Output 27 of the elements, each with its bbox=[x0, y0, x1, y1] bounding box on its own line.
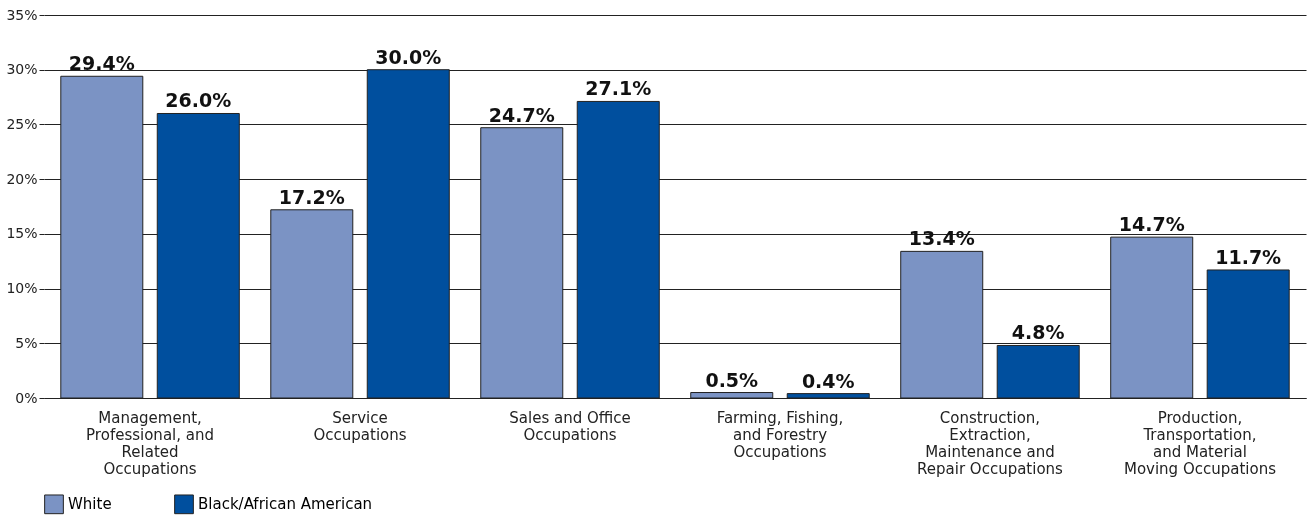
y-tick-label: 35% bbox=[6, 6, 38, 23]
legend-label: White bbox=[68, 495, 112, 514]
x-tick-label: Sales and Office Occupations bbox=[509, 408, 631, 444]
data-label: 0.4% bbox=[801, 369, 855, 392]
data-label: 17.2% bbox=[278, 185, 345, 208]
y-tick-label: 30% bbox=[6, 61, 38, 78]
y-tick-label: 0% bbox=[15, 389, 38, 406]
data-label: 29.4% bbox=[68, 52, 135, 75]
data-label: 30.0% bbox=[375, 45, 442, 68]
data-label: 11.7% bbox=[1215, 245, 1282, 268]
y-tick-label: 5% bbox=[15, 334, 38, 351]
legend-label: Black/African American bbox=[198, 495, 373, 514]
data-label: 27.1% bbox=[585, 77, 652, 100]
x-tick-label: Construction, Extraction, Maintenance and Repair Occupations bbox=[917, 408, 1064, 478]
y-tick-label: 20% bbox=[6, 170, 38, 187]
data-label: 0.5% bbox=[705, 368, 759, 391]
x-tick-label: Farming, Fishing, and Forestry Occupations bbox=[716, 408, 844, 461]
data-label: 14.7% bbox=[1118, 213, 1185, 236]
data-label: 24.7% bbox=[488, 103, 555, 126]
y-tick-label: 10% bbox=[6, 280, 38, 297]
data-label: 4.8% bbox=[1011, 321, 1065, 344]
data-label: 26.0% bbox=[165, 89, 232, 112]
x-tick-label: Management, Professional, and Related Occupations bbox=[86, 408, 214, 478]
x-tick-label: Production, Transportation, and Material Moving Occupations bbox=[1123, 408, 1277, 478]
y-tick-label: 15% bbox=[6, 225, 38, 242]
y-tick-label: 25% bbox=[6, 115, 38, 132]
x-tick-label: Service Occupations bbox=[313, 408, 407, 444]
